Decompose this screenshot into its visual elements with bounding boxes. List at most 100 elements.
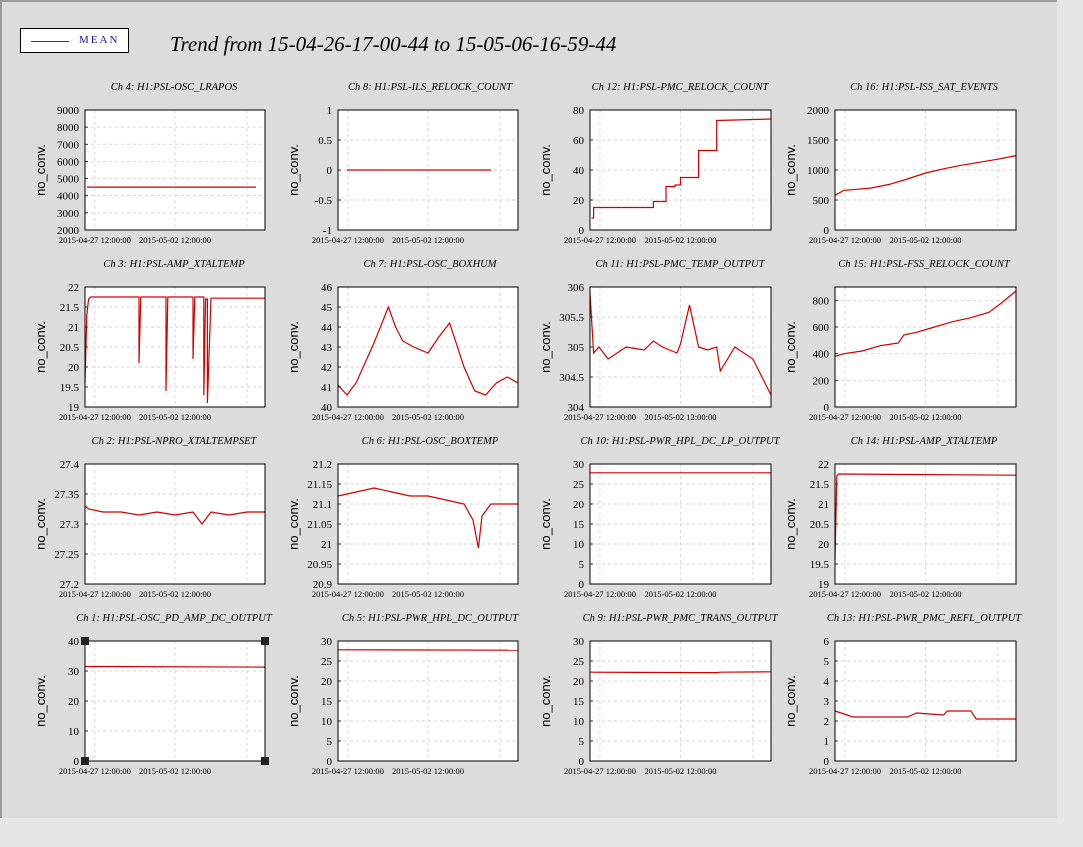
selection-handle[interactable] [261,757,269,765]
legend: MEAN [20,28,129,53]
y-axis-title: no_conv. [33,675,48,727]
y-tick-label: 45 [321,302,333,314]
x-tick-label: 2015-05-02 12:00:00 [644,589,716,599]
y-tick-label: 40 [321,402,333,414]
y-tick-label: 0 [579,225,585,237]
y-tick-label: 30 [321,636,333,648]
y-tick-label: 30 [573,636,585,648]
x-tick-label: 2015-05-02 12:00:00 [889,412,961,422]
x-tick-label: 2015-05-02 12:00:00 [644,412,716,422]
y-tick-label: 30 [68,666,80,678]
y-tick-label: 80 [573,105,585,117]
y-tick-label: 6000 [57,156,80,168]
y-tick-label: 0.5 [318,135,332,147]
y-axis-title: no_conv. [783,144,798,196]
y-tick-label: 1 [327,105,333,117]
y-tick-label: 3 [824,696,830,708]
y-tick-label: 21 [68,322,79,334]
y-tick-label: 20.95 [307,559,332,571]
y-tick-label: 22 [818,459,829,471]
plot-frame [589,109,772,231]
series-line [834,290,1017,357]
chart-title: Ch 11: H1:PSL-PMC_TEMP_OUTPUT [596,259,766,270]
chart-panel: Ch 2: H1:PSL-NPRO_XTALTEMPSET 27.2 27.25 27… [33,436,266,599]
chart-panel: Ch 3: H1:PSL-AMP_XTALTEMP 19 19.5 20 20.5 21 2… [33,259,266,422]
chart-panel: Ch 12: H1:PSL-PMC_RELOCK_COUNT 0 20 40 60 80 2… [538,82,772,245]
y-tick-label: 10 [321,716,333,728]
y-tick-label: 19.5 [60,382,80,394]
chart-title: Ch 2: H1:PSL-NPRO_XTALTEMPSET [92,436,258,447]
y-tick-label: 0 [824,756,830,768]
series-line [834,155,1017,196]
y-tick-label: 27.2 [60,579,79,591]
y-tick-label: 15 [321,696,333,708]
y-tick-label: 60 [573,135,585,147]
x-tick-label: 2015-05-02 12:00:00 [392,766,464,776]
selection-handle[interactable] [81,757,89,765]
page-title: Trend from 15-04-26-17-00-44 to 15-05-06… [170,32,617,56]
y-tick-label: 1500 [807,135,830,147]
chart-panel: Ch 10: H1:PSL-PWR_HPL_DC_LP_OUTPUT 0 5 10 15… [538,436,781,599]
selection-handle[interactable] [261,637,269,645]
y-tick-label: 27.35 [54,489,79,501]
plot-frame [834,463,1017,585]
y-tick-label: -0.5 [315,195,333,207]
y-tick-label: 20.5 [810,519,830,531]
y-axis-title: no_conv. [783,675,798,727]
y-tick-label: 8000 [57,122,80,134]
chart-title: Ch 16: H1:PSL-ISS_SAT_EVENTS [850,82,999,93]
y-axis-title: no_conv. [286,321,301,373]
y-tick-label: 6 [824,636,830,648]
y-tick-label: 20.9 [313,579,333,591]
y-tick-label: 19.5 [810,559,830,571]
x-tick-label: 2015-04-27 12:00:00 [564,766,636,776]
y-tick-label: 0 [74,756,80,768]
y-tick-label: 27.25 [54,549,79,561]
y-axis-title: no_conv. [33,498,48,550]
y-tick-label: 1 [824,736,830,748]
legend-label: MEAN [79,34,120,46]
chart-panel-selected[interactable]: Ch 1: H1:PSL-OSC_PD_AMP_DC_OUTPUT 0 10 20 30… [33,613,273,776]
x-tick-label: 2015-05-02 12:00:00 [392,235,464,245]
plot-frame [589,286,772,408]
series-line [834,710,1016,720]
y-tick-label: 41 [321,382,332,394]
plot-frame [337,463,519,585]
y-tick-label: 21.2 [313,459,332,471]
y-tick-label: 5000 [57,174,80,186]
chart-panel: Ch 16: H1:PSL-ISS_SAT_EVENTS 0 500 1000 1500… [783,82,1017,245]
y-tick-label: 21 [321,539,332,551]
chart-title: Ch 5: H1:PSL-PWR_HPL_DC_OUTPUT [342,613,519,624]
chart-title: Ch 15: H1:PSL-FSS_RELOCK_COUNT [838,259,1011,270]
y-tick-label: 27.3 [60,519,80,531]
chart-panel: Ch 11: H1:PSL-PMC_TEMP_OUTPUT 304 304.5 305… [538,259,772,422]
y-axis-title: no_conv. [538,321,553,373]
y-tick-label: 5 [579,559,585,571]
chart-title: Ch 14: H1:PSL-AMP_XTALTEMP [851,436,998,447]
chart-panel: Ch 6: H1:PSL-OSC_BOXTEMP 20.9 20.95 21 21.05… [286,436,519,599]
y-tick-label: 4 [824,676,830,688]
y-tick-label: 10 [573,716,585,728]
selection-handle[interactable] [81,637,89,645]
y-tick-label: 21.05 [307,519,332,531]
y-tick-label: 0 [327,165,333,177]
y-tick-label: 20 [573,499,585,511]
chart-title: Ch 1: H1:PSL-OSC_PD_AMP_DC_OUTPUT [76,613,273,624]
y-tick-label: 0 [579,579,585,591]
y-tick-label: 1000 [807,165,830,177]
series-line [84,296,265,404]
y-tick-label: 306 [568,282,585,294]
chart-title: Ch 12: H1:PSL-PMC_RELOCK_COUNT [592,82,770,93]
plot-frame [589,640,772,762]
y-axis-title: no_conv. [538,144,553,196]
x-tick-label: 2015-04-27 12:00:00 [809,766,881,776]
chart-title: Ch 13: H1:PSL-PWR_PMC_REFL_OUTPUT [827,613,1022,624]
y-tick-label: 5 [579,736,585,748]
y-tick-label: 15 [573,696,585,708]
y-tick-label: 21.1 [313,499,332,511]
y-tick-label: 40 [573,165,585,177]
y-tick-label: 2 [824,716,830,728]
y-tick-label: 25 [573,479,585,491]
chart-title: Ch 7: H1:PSL-OSC_BOXHUM [364,259,498,270]
